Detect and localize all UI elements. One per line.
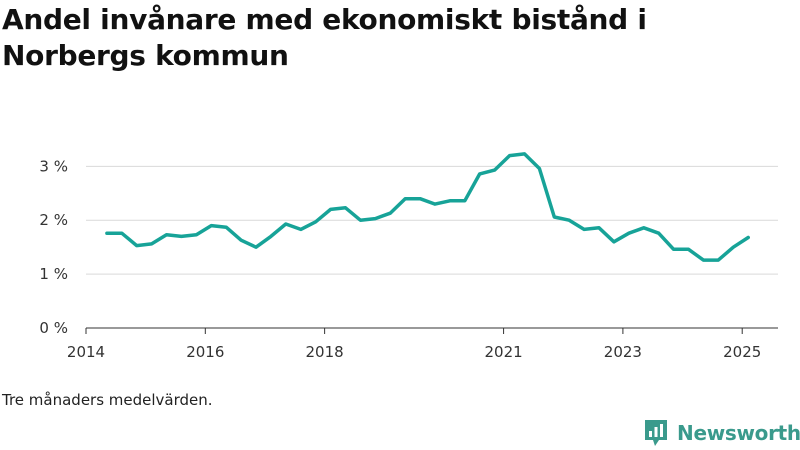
series-line — [105, 152, 750, 262]
x-tick-label: 2014 — [67, 343, 105, 361]
x-axis-tick-labels: 2014 2016 2018 2021 2023 2025 — [67, 343, 761, 361]
y-tick-label: 3 % — [39, 157, 68, 175]
series-layer — [105, 152, 750, 262]
y-tick-label: 1 % — [39, 265, 68, 283]
x-tick-label: 2018 — [306, 343, 344, 361]
x-tick-label: 2025 — [723, 343, 761, 361]
x-tick-label: 2021 — [484, 343, 522, 361]
x-axis — [85, 327, 778, 334]
y-axis-tick-labels: 0 % 1 % 2 % 3 % — [39, 157, 68, 337]
newsworthy-logo-icon — [645, 420, 667, 446]
chart-title: Andel invånare med ekonomiskt bistånd i … — [2, 3, 647, 72]
brand-name: Newsworthy — [677, 421, 800, 445]
y-tick-label: 2 % — [39, 211, 68, 229]
gridlines — [86, 165, 778, 275]
y-tick-label: 0 % — [39, 319, 68, 337]
brand[interactable]: Newsworthy — [643, 418, 800, 448]
footnote: Tre månaders medelvärden. — [2, 391, 213, 409]
x-tick-label: 2023 — [604, 343, 642, 361]
x-tick-label: 2016 — [186, 343, 224, 361]
